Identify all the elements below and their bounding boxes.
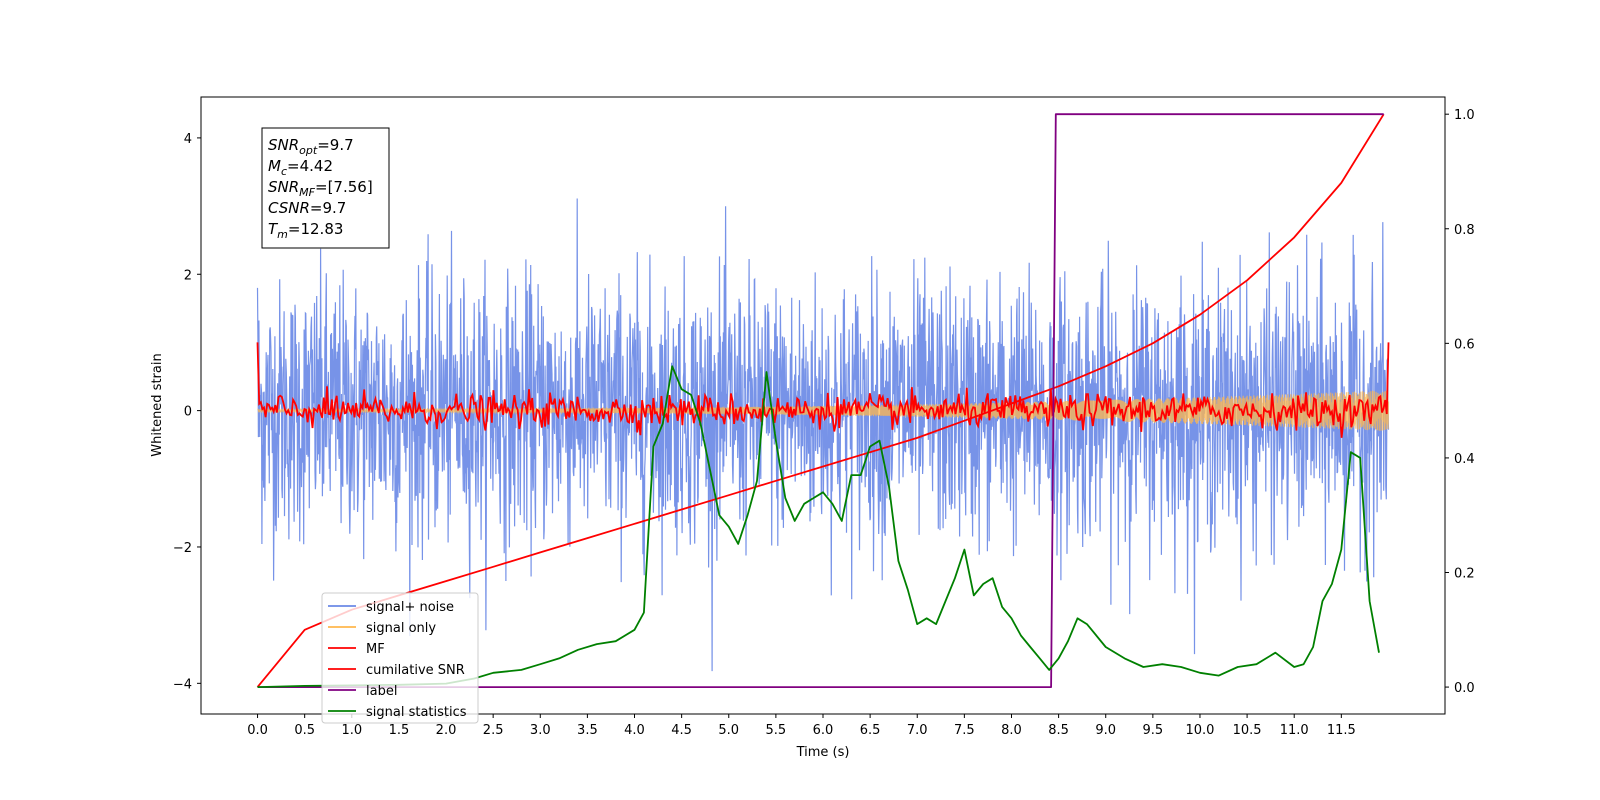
info-box: SNRopt=9.7Mc=4.42SNRMF=[7.56]CSNR=9.7Tm=… <box>261 127 390 249</box>
legend: signal+ noise signal only MF cumilative SNR… <box>321 592 479 724</box>
x-tick-label: 8.0 <box>1001 723 1022 738</box>
info-line: Tm=12.83 <box>268 220 343 241</box>
legend-label: cumilative SNR <box>366 663 465 678</box>
x-tick-label: 3.0 <box>530 723 551 738</box>
x-tick-label: 9.5 <box>1143 723 1164 738</box>
x-tick-label: 7.0 <box>907 723 928 738</box>
x-tick-label: 11.0 <box>1280 723 1309 738</box>
y-right-tick-label: 0.2 <box>1454 566 1475 581</box>
y-left-tick-label: −2 <box>173 541 192 556</box>
x-tick-label: 4.0 <box>624 723 645 738</box>
y-axis-left: −4 −2 0 2 4 <box>173 132 201 692</box>
x-tick-label: 11.5 <box>1327 723 1356 738</box>
info-symbol: SNR <box>268 178 299 196</box>
x-tick-label: 7.5 <box>954 723 975 738</box>
y-right-tick-label: 0.0 <box>1454 681 1475 696</box>
info-subscript: c <box>281 165 287 178</box>
info-line: Mc=4.42 <box>268 157 333 178</box>
plot-area <box>256 113 1390 688</box>
y-left-tick-label: 0 <box>184 405 192 420</box>
series-signal-noise <box>256 198 1390 672</box>
y-left-tick-label: −4 <box>173 677 192 692</box>
series-label <box>257 113 1384 688</box>
y-right-tick-label: 0.8 <box>1454 223 1475 238</box>
info-symbol: T <box>268 220 279 238</box>
legend-label: signal statistics <box>366 705 467 720</box>
info-value: =4.42 <box>287 157 333 175</box>
info-value: =[7.56] <box>315 178 373 196</box>
legend-label: label <box>366 684 397 699</box>
x-tick-label: 1.5 <box>389 723 410 738</box>
info-symbol: SNR <box>268 136 299 154</box>
y-right-tick-label: 0.6 <box>1454 337 1475 352</box>
x-tick-label: 1.0 <box>341 723 362 738</box>
info-value: =12.83 <box>288 220 344 238</box>
x-tick-label: 0.0 <box>247 723 268 738</box>
info-line: SNRMF=[7.56] <box>268 178 373 199</box>
y-axis-label: Whitened strain <box>150 353 165 456</box>
info-value: =9.7 <box>310 199 346 217</box>
info-subscript: MF <box>299 186 315 199</box>
info-line: SNRopt=9.7 <box>268 136 354 157</box>
x-tick-label: 5.0 <box>718 723 739 738</box>
series-cumulative-snr <box>256 113 1385 688</box>
info-value: =9.7 <box>317 136 353 154</box>
x-tick-label: 0.5 <box>294 723 315 738</box>
series-mf <box>256 342 1390 438</box>
info-box-frame <box>261 127 390 249</box>
info-subscript: m <box>277 228 288 241</box>
x-tick-label: 4.5 <box>671 723 692 738</box>
x-axis: 0.0 0.5 1.0 1.5 2.0 2.5 3.0 3.5 4.0 4.5 5.0 5.5 6.0 6… <box>247 714 1356 738</box>
x-tick-label: 3.5 <box>577 723 598 738</box>
y-right-tick-label: 0.4 <box>1454 452 1475 467</box>
x-tick-label: 2.0 <box>436 723 457 738</box>
legend-label: signal+ noise <box>366 600 454 615</box>
y-right-tick-label: 1.0 <box>1454 108 1475 123</box>
info-symbol: M <box>268 157 281 175</box>
y-axis-right: 0.0 0.2 0.4 0.6 0.8 1.0 <box>1445 108 1475 696</box>
series-signal-statistics <box>257 365 1380 688</box>
x-tick-label: 6.5 <box>860 723 881 738</box>
legend-frame <box>321 592 479 724</box>
legend-label: signal only <box>366 621 436 636</box>
y-left-tick-label: 2 <box>184 268 192 283</box>
info-subscript: opt <box>299 144 318 157</box>
info-symbol: CSNR <box>268 199 310 217</box>
legend-label: MF <box>366 642 385 657</box>
y-left-tick-label: 4 <box>184 132 192 147</box>
x-tick-label: 10.0 <box>1185 723 1214 738</box>
x-axis-label: Time (s) <box>796 745 850 760</box>
x-tick-label: 6.0 <box>813 723 834 738</box>
x-tick-label: 8.5 <box>1048 723 1069 738</box>
info-line: CSNR=9.7 <box>268 199 346 217</box>
x-tick-label: 9.0 <box>1095 723 1116 738</box>
x-tick-label: 2.5 <box>483 723 504 738</box>
x-tick-label: 5.5 <box>766 723 787 738</box>
x-tick-label: 10.5 <box>1233 723 1262 738</box>
